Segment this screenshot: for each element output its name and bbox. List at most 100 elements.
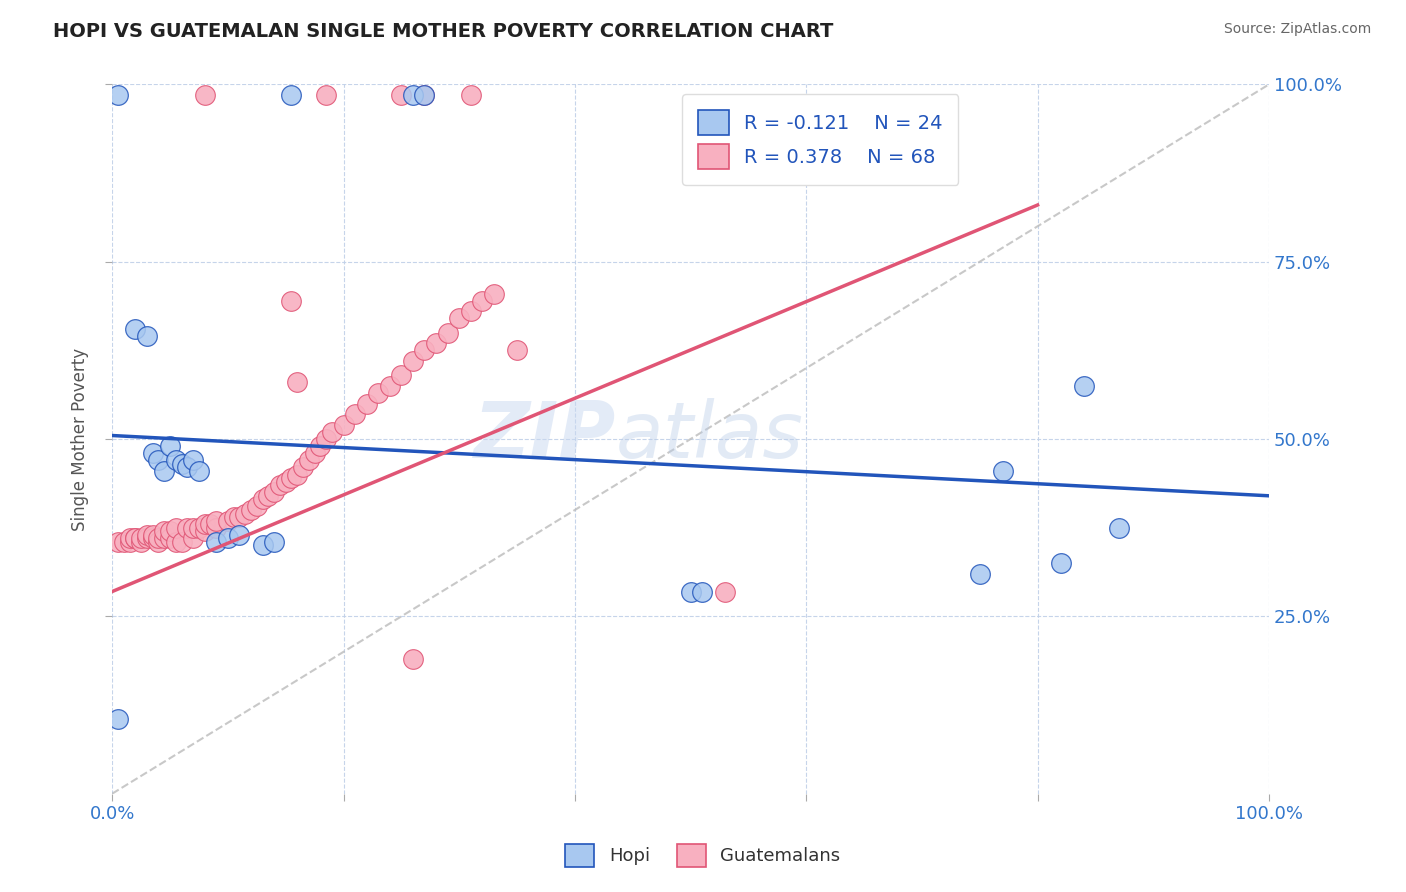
Point [159,439,181,453]
Point [402,354,425,368]
Point [205,521,228,535]
Point [217,514,239,528]
Point [460,88,482,103]
Point [181,521,204,535]
Y-axis label: Single Mother Poverty: Single Mother Poverty [72,348,89,531]
Point [194,517,217,532]
Point [402,88,425,103]
Point [165,535,187,549]
Point [413,88,436,103]
Point [222,510,245,524]
Point [142,528,165,542]
Point [205,535,228,549]
Legend: R = -0.121    N = 24, R = 0.378    N = 68: R = -0.121 N = 24, R = 0.378 N = 68 [682,95,959,185]
Point [176,460,198,475]
Point [124,322,146,336]
Point [233,507,256,521]
Point [107,712,129,726]
Point [176,521,198,535]
Point [153,532,176,546]
Point [165,453,187,467]
Text: atlas: atlas [616,398,803,474]
Point [378,379,401,393]
Point [315,88,337,103]
Point [252,538,274,552]
Point [107,535,129,549]
Point [170,457,193,471]
Text: ZIP: ZIP [472,398,616,474]
Point [239,503,262,517]
Point [181,453,204,467]
Point [309,439,332,453]
Point [280,471,302,485]
Point [118,532,141,546]
Point [679,584,702,599]
Point [142,446,165,460]
Point [413,343,436,358]
Point [246,500,269,514]
Point [129,532,152,546]
Point [969,566,991,581]
Point [252,492,274,507]
Point [482,286,505,301]
Point [118,535,141,549]
Legend: Hopi, Guatemalans: Hopi, Guatemalans [558,837,848,874]
Point [304,446,326,460]
Point [170,535,193,549]
Point [344,407,367,421]
Point [389,88,412,103]
Point [228,510,250,524]
Text: HOPI VS GUATEMALAN SINGLE MOTHER POVERTY CORRELATION CHART: HOPI VS GUATEMALAN SINGLE MOTHER POVERTY… [53,22,834,41]
Point [217,532,239,546]
Point [124,532,146,546]
Point [159,532,181,546]
Point [187,521,209,535]
Text: Source: ZipAtlas.com: Source: ZipAtlas.com [1223,22,1371,37]
Point [165,521,187,535]
Point [690,584,713,599]
Point [148,532,170,546]
Point [135,329,157,343]
Point [356,396,378,410]
Point [194,88,217,103]
Point [285,376,308,390]
Point [292,460,315,475]
Point [425,336,447,351]
Point [148,453,170,467]
Point [274,475,297,489]
Point [389,368,412,383]
Point [148,535,170,549]
Point [449,311,471,326]
Point [460,304,482,318]
Point [135,528,157,542]
Point [194,524,217,539]
Point [991,464,1014,478]
Point [135,532,157,546]
Point [280,88,302,103]
Point [129,535,152,549]
Point [269,478,291,492]
Point [187,464,209,478]
Point [205,514,228,528]
Point [285,467,308,482]
Point [1073,379,1095,393]
Point [142,532,165,546]
Point [263,535,285,549]
Point [315,432,337,446]
Point [436,326,458,340]
Point [471,293,494,308]
Point [263,485,285,500]
Point [1108,521,1130,535]
Point [153,524,176,539]
Point [714,584,737,599]
Point [200,517,222,532]
Point [159,524,181,539]
Point [413,88,436,103]
Point [298,453,321,467]
Point [280,293,302,308]
Point [107,88,129,103]
Point [124,532,146,546]
Point [181,532,204,546]
Point [1049,556,1071,570]
Point [321,425,343,439]
